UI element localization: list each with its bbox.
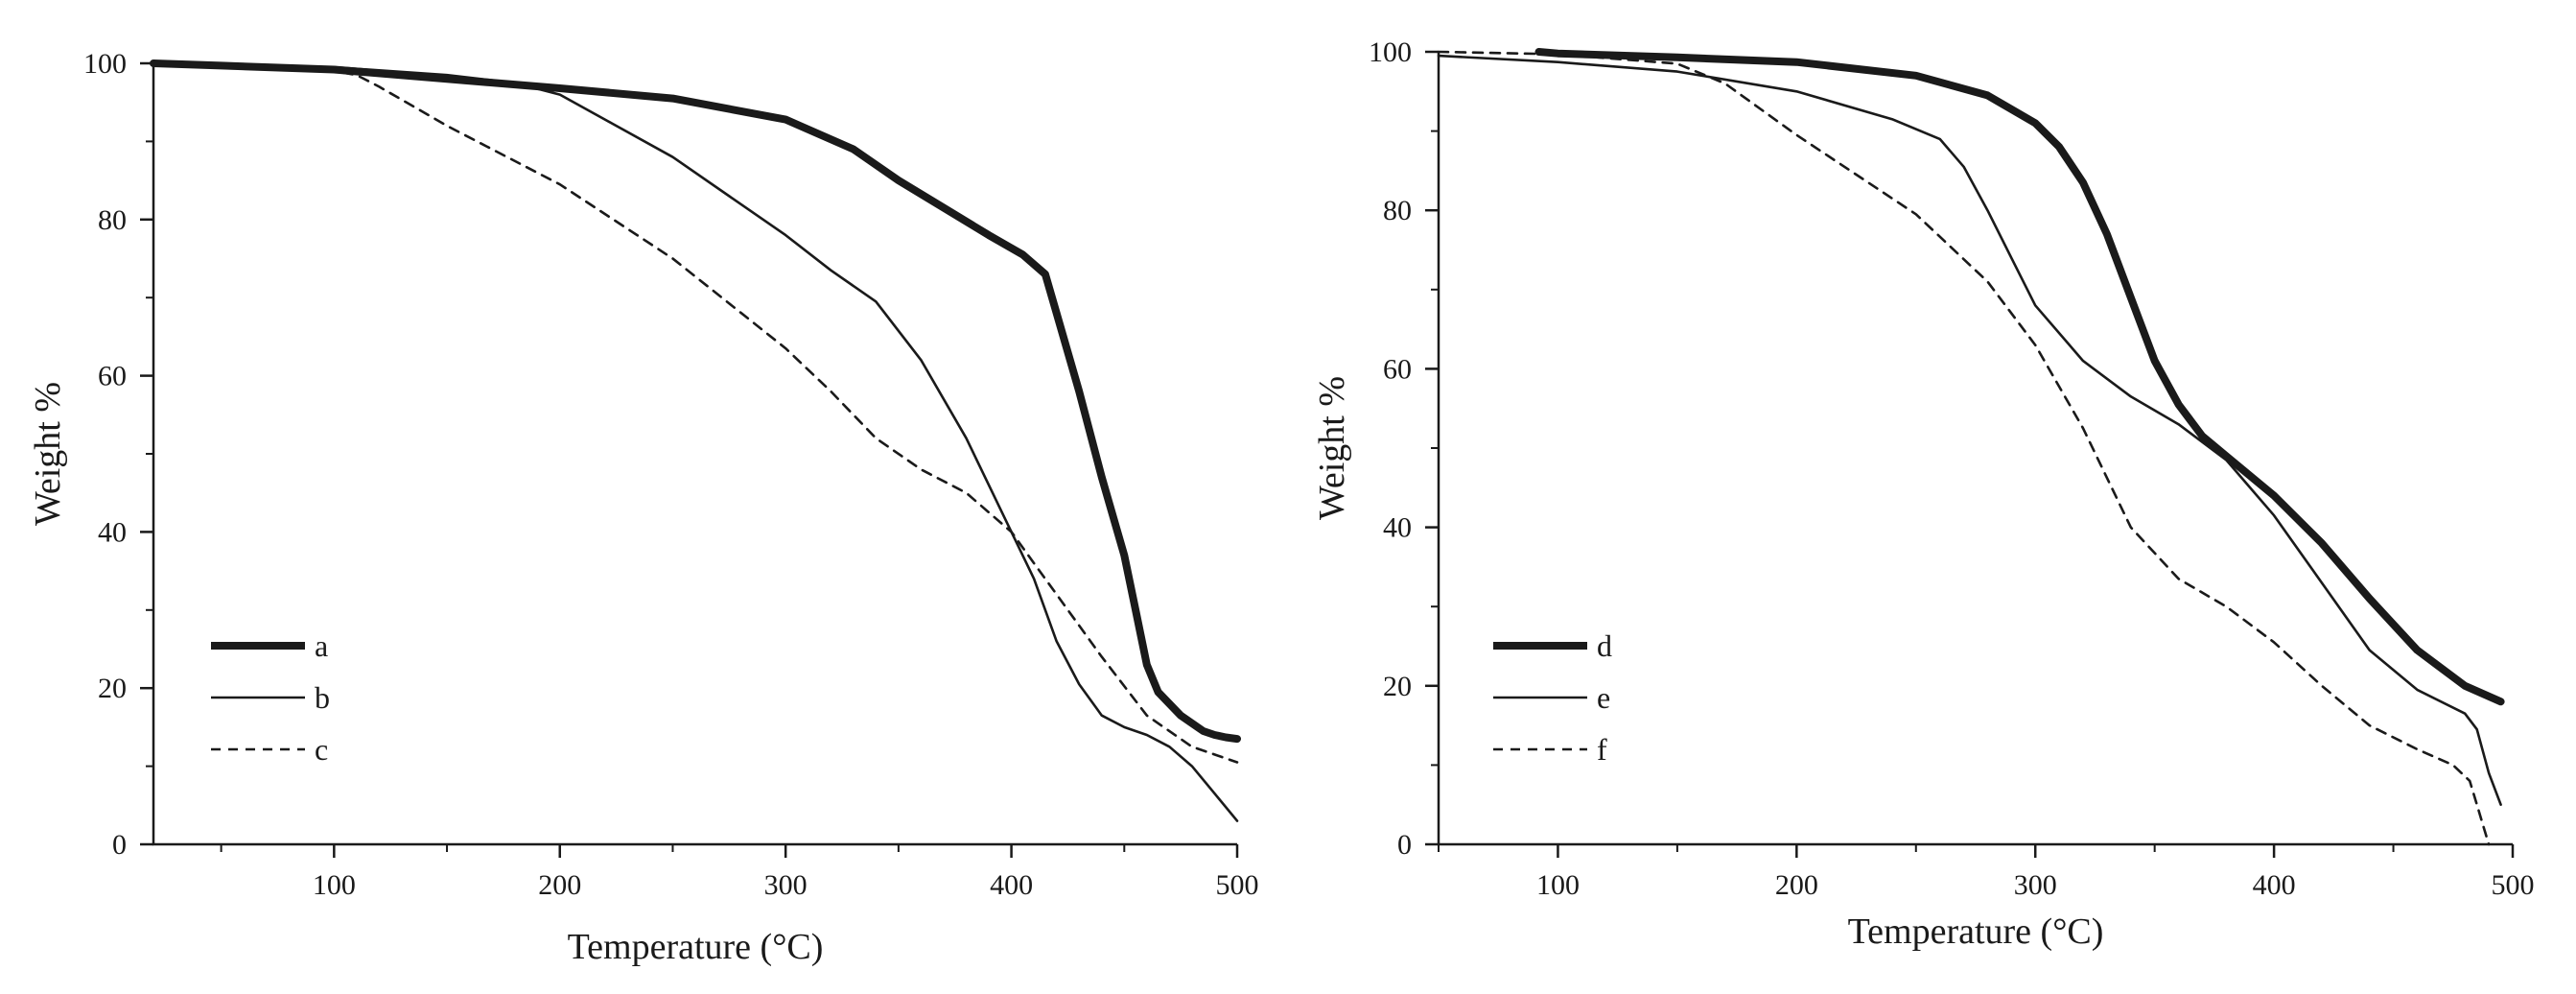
y-ticks: 0 20 40 60 80 100 bbox=[1369, 36, 1439, 861]
tga-chart-left: 100 200 300 400 500 0 20 40 60 80 100 abc Tempera… bbox=[28, 48, 1259, 967]
x-tick-label-100: 100 bbox=[313, 869, 356, 901]
x-tick-label-300: 300 bbox=[2014, 869, 2057, 901]
y-tick-label-20: 20 bbox=[1383, 671, 1412, 702]
series-line-c bbox=[152, 61, 1239, 764]
y-tick-label-20: 20 bbox=[98, 673, 127, 704]
legend: abc bbox=[211, 628, 330, 767]
y-tick-label-80: 80 bbox=[1383, 195, 1412, 226]
y-axis-title: Weight % bbox=[28, 382, 68, 526]
x-tick-label-100: 100 bbox=[1536, 869, 1580, 901]
y-ticks: 0 20 40 60 80 100 bbox=[83, 48, 153, 861]
x-ticks: 100 200 300 400 500 bbox=[220, 844, 1259, 901]
y-tick-label-100: 100 bbox=[1369, 36, 1412, 68]
series-line-f bbox=[1437, 50, 2491, 846]
series-line-b bbox=[152, 61, 1239, 822]
legend-label-d: d bbox=[1597, 628, 1612, 663]
series-line-e bbox=[1437, 54, 2502, 806]
y-axis-title: Weight % bbox=[1312, 376, 1352, 520]
x-axis-title: Temperature (°C) bbox=[1848, 911, 2104, 952]
x-tick-label-500: 500 bbox=[2492, 869, 2535, 901]
plot-axes-frame bbox=[152, 63, 1237, 846]
legend-label-f: f bbox=[1597, 732, 1607, 767]
x-tick-label-400: 400 bbox=[990, 869, 1033, 901]
x-tick-label-400: 400 bbox=[2253, 869, 2296, 901]
x-tick-label-300: 300 bbox=[764, 869, 808, 901]
series-layer bbox=[1437, 48, 2505, 846]
y-tick-label-0: 0 bbox=[1397, 829, 1412, 861]
series-line-d bbox=[1534, 48, 2505, 706]
legend-label-b: b bbox=[315, 680, 330, 715]
y-tick-label-60: 60 bbox=[98, 361, 127, 392]
legend: def bbox=[1493, 628, 1612, 767]
series-line-a bbox=[150, 59, 1241, 744]
x-axis-title: Temperature (°C) bbox=[568, 927, 824, 967]
plot-axes-frame bbox=[1437, 52, 2513, 846]
y-tick-label-40: 40 bbox=[1383, 512, 1412, 544]
x-ticks: 100 200 300 400 500 bbox=[1438, 844, 2535, 901]
y-tick-label-0: 0 bbox=[112, 829, 127, 861]
legend-label-a: a bbox=[315, 628, 328, 663]
x-tick-label-200: 200 bbox=[538, 869, 581, 901]
legend-label-c: c bbox=[315, 732, 328, 767]
legend-label-e: e bbox=[1597, 680, 1610, 715]
x-tick-label-500: 500 bbox=[1216, 869, 1259, 901]
series-layer bbox=[150, 59, 1241, 822]
y-tick-label-60: 60 bbox=[1383, 353, 1412, 385]
tga-chart-right: 100 200 300 400 500 0 20 40 60 80 100 def Tempera… bbox=[1312, 36, 2535, 952]
y-tick-label-40: 40 bbox=[98, 516, 127, 548]
x-tick-label-200: 200 bbox=[1775, 869, 1818, 901]
y-tick-label-100: 100 bbox=[83, 48, 127, 80]
y-tick-label-80: 80 bbox=[98, 204, 127, 236]
